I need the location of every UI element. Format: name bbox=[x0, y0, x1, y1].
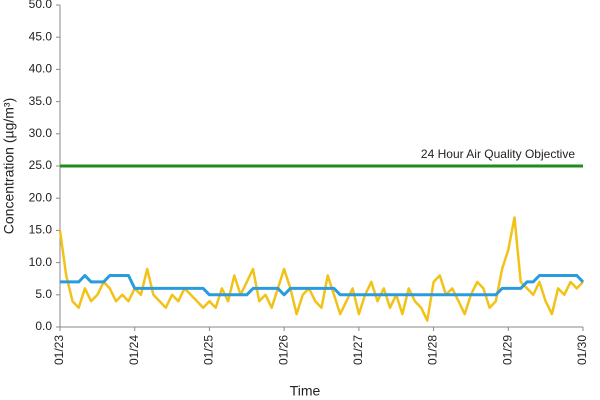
y-tick-label: 5.0 bbox=[35, 287, 52, 301]
x-tick-label: 01/27 bbox=[351, 335, 365, 365]
x-tick-label: 01/29 bbox=[500, 335, 514, 365]
y-tick-label: 50.0 bbox=[29, 0, 53, 11]
y-tick-label: 40.0 bbox=[29, 62, 53, 76]
x-tick-label: 01/25 bbox=[202, 335, 216, 365]
y-tick-label: 10.0 bbox=[29, 255, 53, 269]
y-tick-label: 20.0 bbox=[29, 190, 53, 204]
y-tick-label: 0.0 bbox=[35, 319, 52, 333]
y-tick-label: 15.0 bbox=[29, 223, 53, 237]
x-tick-label: 01/28 bbox=[426, 335, 440, 365]
y-tick-label: 25.0 bbox=[29, 158, 53, 172]
y-tick-label: 45.0 bbox=[29, 29, 53, 43]
x-tick-label: 01/30 bbox=[575, 335, 589, 365]
y-tick-label: 30.0 bbox=[29, 126, 53, 140]
series-line bbox=[58, 216, 584, 322]
y-axis-label: Concentration (µg/m³) bbox=[1, 98, 17, 234]
x-tick-label: 01/24 bbox=[127, 335, 141, 365]
x-tick-label: 01/26 bbox=[276, 335, 290, 365]
objective-label: 24 Hour Air Quality Objective bbox=[421, 147, 575, 161]
y-tick-label: 35.0 bbox=[29, 94, 53, 108]
x-tick-label: 01/23 bbox=[52, 335, 66, 365]
series-line bbox=[60, 274, 585, 297]
x-axis-label: Time bbox=[290, 383, 321, 399]
